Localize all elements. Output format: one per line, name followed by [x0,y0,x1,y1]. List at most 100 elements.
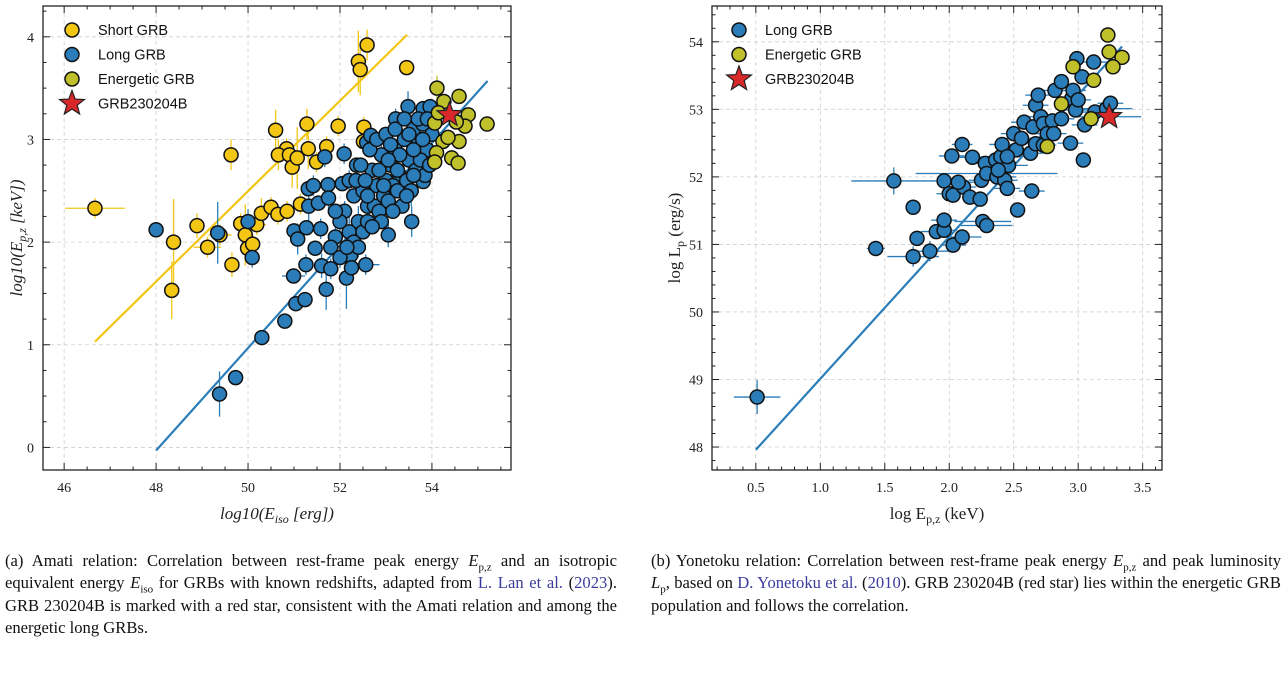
math-symbol: E [1113,551,1124,570]
x-tick-label: 54 [425,481,439,496]
star-marker-grb230204b [435,100,464,127]
math-subscript: p,z [478,561,492,574]
data-point-energetic [440,129,456,146]
data-point-long [307,240,323,257]
y-tick-label: 4 [27,31,34,46]
data-point-long [285,268,302,284]
data-point-energetic [1083,111,1099,127]
x-tick-label: 2.0 [940,481,958,496]
data-point-long [297,291,313,308]
data-point-long [868,240,884,257]
data-point-short [165,234,182,250]
data-point-long [1045,125,1062,142]
yonetoku-plot-svg: 0.5 1.0 1.5 2.0 2.5 3.0 3.5 48 49 50 51 52 53 54 log E… [665,5,1163,526]
y-tick-label: 2 [27,236,34,251]
data-point-energetic [429,80,445,96]
data-point-long [323,261,339,277]
caption-text: and peak luminosity [1136,551,1281,570]
fit-line [94,33,408,343]
data-point-long [359,188,376,204]
y-label-tail: (erg/s) [665,193,684,241]
data-point-long [323,239,339,255]
data-point-long [305,177,322,194]
x-label-sub: iso [275,512,289,526]
data-point-short [163,282,180,299]
citation-link-lan[interactable]: L. Lan et al. [477,573,563,593]
data-point-short [289,150,305,166]
data-point-long [211,386,228,402]
caption-text: (b) Yonetoku relation: Correlation betwe… [651,551,1114,570]
y-tick-label: 50 [689,306,703,321]
legend-label: GRB230204B [98,97,187,113]
data-point-long [312,221,329,237]
y-tick-label: 49 [689,373,703,388]
legend-star-icon [57,88,87,116]
data-point-long [389,162,406,178]
y-tick-label: 52 [689,171,703,186]
caption-text: , based on [665,573,738,593]
legend-marker-energetic [731,46,747,63]
data-point-energetic [1101,44,1117,60]
data-point-long [320,176,336,193]
data-point-long [964,149,981,166]
data-point-long [317,149,333,165]
data-point-long [905,199,921,216]
data-point-long [277,313,293,329]
data-point-long [1070,92,1086,108]
math-symbol: E [130,573,141,593]
data-point-short [330,118,346,134]
data-point-long [339,239,355,255]
x-label-main: log10(E [220,504,275,523]
data-point-long [1085,54,1102,70]
x-tick-label: 46 [57,481,71,496]
data-point-short [352,61,368,78]
x-label-tail: [erg]) [289,504,335,523]
x-tick-label: 52 [333,481,347,496]
data-point-long [950,174,967,191]
x-tick-label: 1.0 [812,481,830,496]
data-point-long [336,146,352,162]
data-point-energetic [451,88,467,105]
citation-year-link[interactable]: 2010 [867,573,901,593]
data-point-energetic [450,155,466,171]
data-point-long [954,136,970,153]
data-point-short [224,256,240,273]
legend-label: Long GRB [765,23,833,39]
data-point-long [936,173,952,189]
caption-a: (a) Amati relation: Correlation between … [5,550,617,640]
data-point-energetic [1085,72,1102,89]
data-point-long [403,213,420,230]
x-tick-label: 2.5 [1005,481,1023,496]
data-point-long [405,167,422,184]
data-point-long [1053,73,1070,90]
caption-text: for GRBs with known redshifts, adapted f… [153,573,478,593]
data-point-long [1013,130,1030,147]
data-point-long [209,225,226,241]
data-point-short [223,147,239,163]
data-point-long [327,203,344,220]
data-point-long [343,260,360,276]
citation-link-yonetoku[interactable]: D. Yonetoku et al. [737,573,858,593]
caption-text: ( [562,573,575,593]
data-point-long [954,229,970,245]
y-axis-label: log10(Ep,z [keV]) [7,179,29,296]
math-symbol: L [651,573,661,593]
data-point-long [990,162,1006,178]
data-point-long [352,157,369,173]
data-point-long [749,389,765,405]
data-point-long [380,227,397,243]
data-point-long [999,180,1016,197]
data-point-long [414,131,431,148]
x-tick-label: 3.0 [1069,481,1087,496]
data-point-long [318,281,334,298]
data-point-energetic [1053,96,1070,112]
data-point-long [382,136,399,153]
caption-text: ). GRB 230204B is marked with a red star… [5,573,617,638]
citation-year-link[interactable]: 2023 [574,573,608,593]
caption-text: ). GRB 230204B (red star) lies within th… [651,573,1281,615]
data-point-short [199,239,216,255]
x-axis-label: log10(Eiso [erg]) [220,504,334,526]
x-label-main: log E [890,504,926,523]
data-point-long [385,203,401,220]
y-tick-label: 51 [689,238,703,253]
